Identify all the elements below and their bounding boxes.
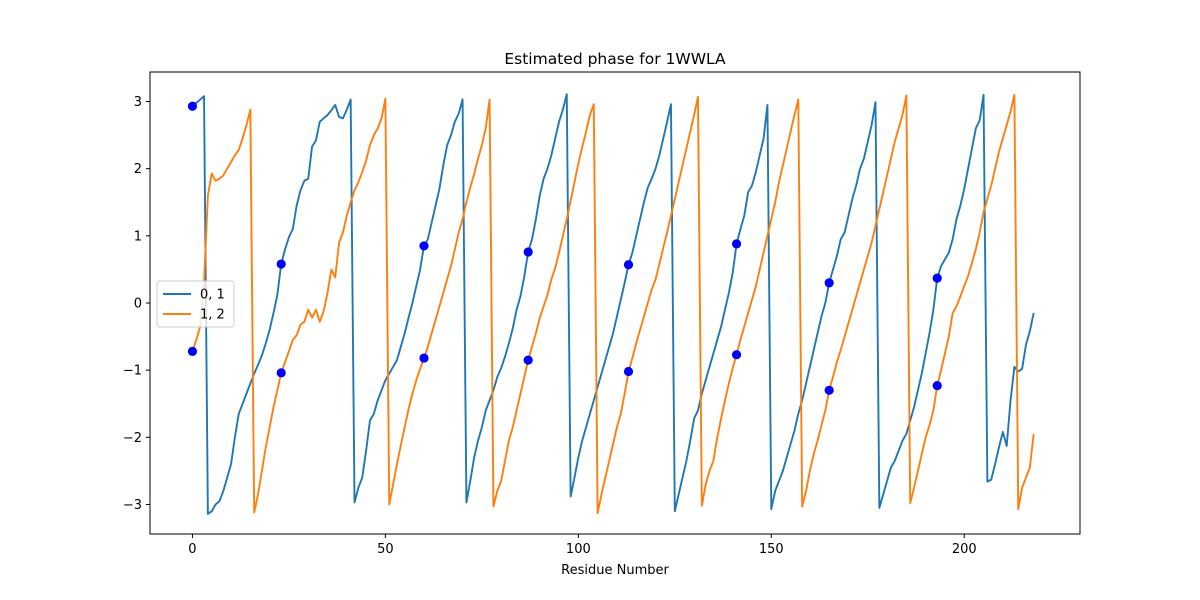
y-tick-label-4: 1 bbox=[134, 229, 142, 244]
marker-layer bbox=[187, 101, 942, 395]
x-tick-label-0: 0 bbox=[188, 542, 196, 557]
series-layer bbox=[191, 93, 1035, 515]
marker-point-5 bbox=[419, 353, 429, 363]
x-tick-label-2: 100 bbox=[566, 542, 591, 557]
marker-point-2 bbox=[276, 259, 286, 269]
marker-point-6 bbox=[523, 247, 533, 257]
plot-frame bbox=[149, 71, 1081, 535]
marker-point-10 bbox=[731, 239, 742, 249]
series-line-0 bbox=[191, 93, 1035, 515]
x-axis-ticks: 0 50 100 150 200 bbox=[188, 534, 977, 557]
x-tick-label-4: 200 bbox=[952, 542, 977, 557]
marker-point-3 bbox=[276, 368, 286, 378]
x-tick-label-1: 50 bbox=[377, 542, 394, 557]
y-tick-label-5: 2 bbox=[134, 162, 142, 177]
legend-label-0: 0, 1 bbox=[200, 288, 225, 303]
marker-point-8 bbox=[623, 260, 634, 270]
y-tick-label-6: 3 bbox=[134, 95, 142, 110]
marker-point-4 bbox=[419, 241, 429, 251]
y-tick-label-0: −3 bbox=[123, 498, 142, 513]
series-line-1 bbox=[191, 93, 1035, 515]
legend-box bbox=[156, 280, 235, 328]
marker-point-15 bbox=[932, 380, 942, 391]
marker-point-1 bbox=[187, 346, 198, 356]
marker-point-0 bbox=[187, 101, 198, 111]
marker-point-14 bbox=[932, 273, 942, 283]
legend-label-1: 1, 2 bbox=[200, 308, 225, 323]
marker-point-9 bbox=[623, 366, 634, 377]
y-tick-label-1: −2 bbox=[123, 431, 142, 446]
marker-point-7 bbox=[523, 355, 533, 365]
marker-point-13 bbox=[824, 385, 834, 395]
y-tick-label-3: 0 bbox=[134, 297, 142, 312]
x-tick-label-3: 150 bbox=[759, 542, 784, 557]
y-axis-ticks: −3 −2 −1 0 1 2 3 bbox=[123, 95, 150, 513]
y-tick-label-2: −1 bbox=[123, 364, 142, 379]
chart-title: Estimated phase for 1WWLA bbox=[504, 50, 726, 68]
x-axis-label: Residue Number bbox=[561, 563, 669, 578]
marker-point-12 bbox=[824, 278, 834, 288]
legend: 0, 1 1, 2 bbox=[156, 280, 235, 328]
marker-point-11 bbox=[731, 350, 742, 360]
